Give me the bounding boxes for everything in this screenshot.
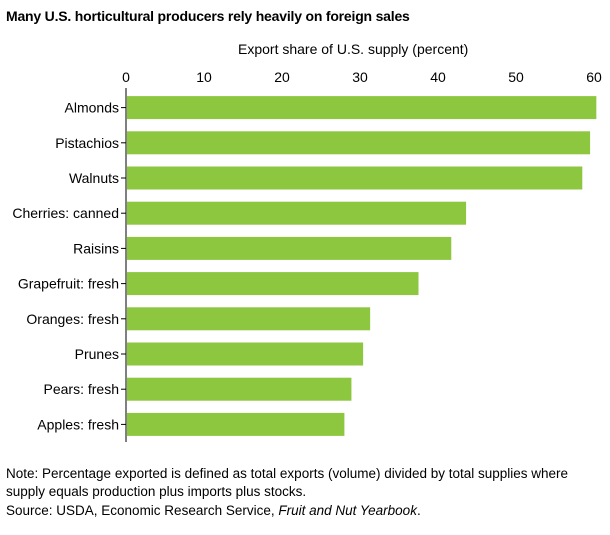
bar [127,342,364,366]
category-label: Pears: fresh [44,381,119,397]
bar [127,307,371,331]
category-label: Grapefruit: fresh [18,276,119,292]
category-label: Prunes [75,346,119,362]
chart-source: Source: USDA, Economic Research Service,… [6,503,421,518]
chart-note: Note: Percentage exported is defined as … [6,466,569,499]
x-tick-label: 20 [274,69,290,85]
x-tick-label: 30 [352,69,368,85]
x-tick-label: 10 [196,69,212,85]
bar [127,166,583,190]
category-label: Pistachios [55,135,119,151]
bar [127,272,419,296]
category-label: Oranges: fresh [26,311,119,327]
source-suffix: . [416,503,421,518]
category-label: Apples: fresh [37,416,119,432]
x-tick-label: 50 [508,69,524,85]
bar [127,236,452,260]
category-label: Raisins [73,240,119,256]
x-tick-label: 0 [122,69,130,85]
bar [127,201,467,225]
source-publication: Fruit and Nut Yearbook [278,503,417,518]
bar [127,131,591,155]
bar-chart: 0 10 20 30 40 50 60 Almonds Pistachios Walnuts Ch… [12,69,602,442]
category-label: Cherries: canned [12,205,119,221]
bar [127,377,352,401]
chart-title: Many U.S. horticultural producers rely h… [6,8,410,24]
category-label: Almonds [65,100,119,116]
category-label: Walnuts [69,170,119,186]
bar [127,412,345,436]
x-axis-label: Export share of U.S. supply (percent) [238,41,469,57]
bar [127,96,597,120]
source-prefix: Source: USDA, Economic Research Service, [6,503,279,518]
x-tick-label: 60 [586,69,602,85]
x-tick-label: 40 [430,69,446,85]
